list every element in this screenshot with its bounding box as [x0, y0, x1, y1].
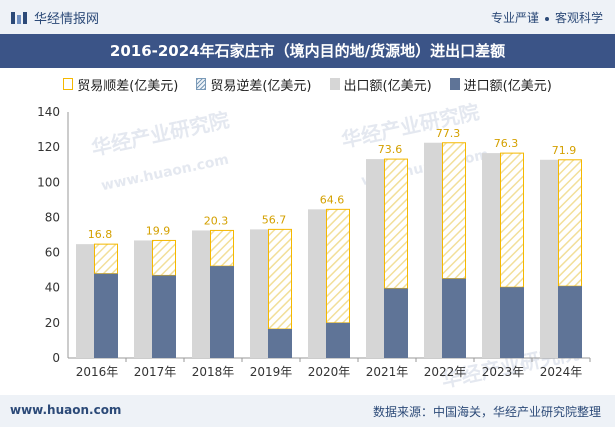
chart-legend: 贸易顺差(亿美元) 贸易逆差(亿美元) 出口额(亿美元) 进口额(亿美元) [0, 74, 615, 94]
export-swatch-icon [329, 78, 340, 90]
brand-name: 华经情报网 [34, 12, 100, 27]
top-bar: 华经情报网 专业严谨 客观科学 [0, 0, 615, 34]
surplus-bar [268, 228, 292, 330]
tagline-right: 客观科学 [554, 11, 603, 25]
surplus-bar [442, 142, 466, 280]
y-tick-label: 60 [45, 246, 60, 260]
tagline: 专业严谨 客观科学 [491, 9, 603, 26]
x-tick-label: 2024年 [540, 365, 583, 379]
surplus-data-label: 77.3 [436, 127, 461, 140]
import-bar [500, 287, 524, 358]
import-bar [94, 273, 118, 358]
surplus-data-label: 64.6 [320, 193, 345, 206]
surplus-data-label: 71.9 [552, 144, 577, 157]
deficit-swatch-icon [196, 78, 207, 90]
surplus-bar [500, 152, 524, 288]
tagline-left: 专业严谨 [490, 11, 539, 25]
import-bar [210, 266, 234, 358]
y-tick-label: 100 [37, 175, 60, 189]
legend-item-deficit: 贸易逆差(亿美元) [196, 74, 312, 94]
x-tick-label: 2021年 [366, 365, 409, 379]
legend-item-surplus: 贸易顺差(亿美元) [63, 74, 178, 94]
surplus-bar [558, 159, 582, 287]
surplus-data-label: 73.6 [378, 143, 403, 156]
surplus-data-label: 76.3 [494, 137, 519, 150]
surplus-swatch-icon [63, 78, 74, 90]
legend-item-import: 进口额(亿美元) [449, 74, 552, 94]
y-tick-label: 0 [52, 351, 60, 365]
x-tick-label: 2020年 [308, 365, 351, 379]
x-tick-label: 2019年 [250, 365, 293, 379]
import-bar [558, 286, 582, 358]
bar-chart: 0 20 40 60 80 100 120 140 16.8 2016年 19.9 2017年 20.3… [37, 105, 591, 379]
x-tick-label: 2022年 [424, 365, 467, 379]
x-tick-label: 2018年 [192, 365, 235, 379]
y-tick-label: 20 [45, 316, 60, 330]
y-tick-label: 140 [37, 105, 60, 119]
y-tick-label: 120 [37, 140, 60, 154]
import-bar [268, 329, 292, 358]
y-tick-label: 80 [45, 210, 60, 224]
import-swatch-icon [449, 78, 460, 90]
x-tick-label: 2017年 [134, 365, 177, 379]
legend-item-export: 出口额(亿美元) [329, 74, 432, 94]
import-bar [384, 288, 408, 358]
surplus-bar [152, 239, 176, 276]
surplus-data-label: 20.3 [204, 214, 229, 227]
legend-label-surplus: 贸易顺差(亿美元) [77, 78, 179, 94]
x-tick-label: 2016年 [76, 365, 119, 379]
footer-url: www.huaon.com [10, 403, 122, 417]
surplus-data-label: 19.9 [146, 224, 171, 237]
footer: www.huaon.com 数据来源：中国海关，华经产业研究院整理 [0, 395, 615, 427]
data-source: 数据来源：中国海关，华经产业研究院整理 [372, 405, 601, 419]
surplus-bar [94, 243, 118, 275]
legend-label-export: 出口额(亿美元) [343, 78, 432, 94]
surplus-bar [384, 158, 408, 289]
surplus-bar [210, 229, 234, 267]
y-tick-label: 40 [45, 281, 60, 295]
legend-label-import: 进口额(亿美元) [463, 78, 552, 94]
import-bar [442, 278, 466, 358]
chart-title: 2016-2024年石家庄市（境内目的地/货源地）进出口差额 [0, 34, 615, 68]
import-bar [326, 322, 350, 358]
brand: 华经情报网 [10, 8, 99, 27]
x-tick-label: 2023年 [482, 365, 525, 379]
surplus-data-label: 16.8 [88, 228, 113, 241]
surplus-data-label: 56.7 [262, 213, 287, 226]
legend-label-deficit: 贸易逆差(亿美元) [210, 78, 312, 94]
surplus-bar [326, 208, 350, 324]
huajing-logo-icon [11, 11, 27, 24]
dot-separator-icon [544, 16, 549, 21]
import-bar [152, 275, 176, 358]
